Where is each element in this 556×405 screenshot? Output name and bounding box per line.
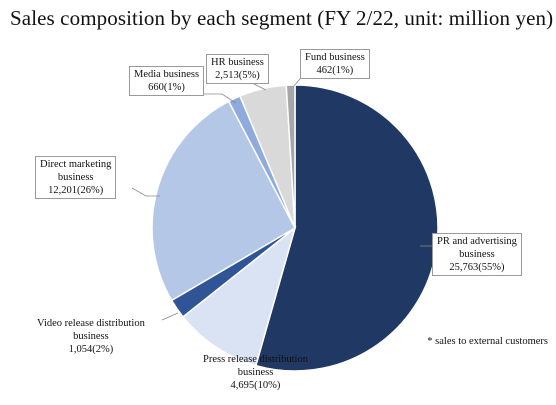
label-fund-value: 462(1%) xyxy=(316,65,354,76)
label-video-value: 1,054(2%) xyxy=(68,344,114,355)
label-hr-line1: HR business xyxy=(211,57,264,68)
label-pr-line2: business xyxy=(459,249,495,260)
pie-slice-3 xyxy=(151,100,296,302)
label-direct-line1: Direct marketing xyxy=(40,159,112,170)
data-label-fund: Fund business 462(1%) xyxy=(300,49,370,79)
label-media-value: 660(1%) xyxy=(148,82,185,93)
label-pr-line1: PR and advertising xyxy=(437,236,517,247)
data-label-video: Video release distribution business 1,05… xyxy=(33,316,149,357)
label-press-line2: business xyxy=(237,367,274,378)
leader-line-media xyxy=(200,93,237,104)
label-press-line1: Press release distribution xyxy=(203,354,308,365)
label-pr-value: 25,763(55%) xyxy=(449,262,505,273)
leader-line-direct xyxy=(131,187,160,197)
label-video-line1: Video release distribution xyxy=(37,318,145,329)
chart-title: Sales composition by each segment (FY 2/… xyxy=(10,6,554,30)
label-video-line2: business xyxy=(73,331,109,342)
label-press-value: 4,695(10%) xyxy=(230,380,281,391)
leader-line-video xyxy=(161,312,179,321)
label-hr-value: 2,513(5%) xyxy=(215,70,260,81)
pie-slice-1 xyxy=(181,225,297,367)
data-label-media: Media business 660(1%) xyxy=(129,66,205,96)
label-media-line1: Media business xyxy=(134,69,200,80)
label-direct-value: 12,201(26%) xyxy=(48,185,104,196)
pie-slices xyxy=(151,84,439,372)
data-label-direct: Direct marketing business 12,201(26%) xyxy=(35,156,117,199)
data-label-pr: PR and advertising business 25,763(55%) xyxy=(432,233,522,276)
label-direct-line2: business xyxy=(57,172,94,183)
data-label-hr: HR business 2,513(5%) xyxy=(206,54,269,84)
label-fund-line1: Fund business xyxy=(305,52,365,63)
data-label-press: Press release distribution business 4,69… xyxy=(199,352,312,393)
chart-footnote: * sales to external customers xyxy=(427,336,548,347)
